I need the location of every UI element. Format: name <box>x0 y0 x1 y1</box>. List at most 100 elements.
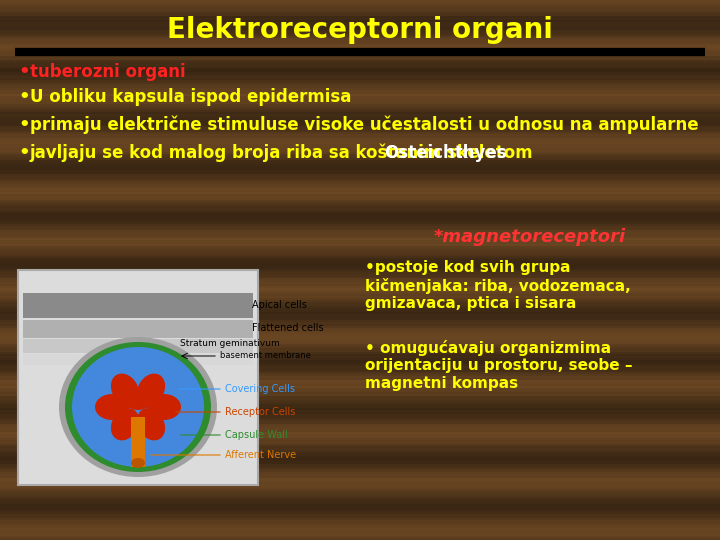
Ellipse shape <box>72 347 204 467</box>
Bar <box>0 462 720 464</box>
Bar <box>0 478 720 480</box>
Bar <box>0 182 720 184</box>
Text: Flattened cells: Flattened cells <box>252 323 323 333</box>
Bar <box>0 232 720 234</box>
Bar <box>0 118 720 120</box>
Bar <box>0 376 720 378</box>
Bar <box>0 158 720 160</box>
Bar <box>0 360 720 362</box>
Bar <box>0 56 720 58</box>
Bar <box>0 86 720 88</box>
Bar <box>0 410 720 412</box>
Bar <box>0 538 720 540</box>
Bar <box>23 320 253 338</box>
Bar <box>0 372 720 374</box>
Bar <box>0 192 720 194</box>
Bar <box>0 90 720 92</box>
Bar <box>0 172 720 174</box>
Bar <box>0 0 720 2</box>
Bar <box>0 414 720 416</box>
Bar <box>0 82 720 84</box>
Bar <box>0 520 720 522</box>
Bar <box>0 472 720 474</box>
Bar <box>0 44 720 46</box>
Bar <box>0 404 720 406</box>
Bar <box>131 417 145 467</box>
Bar <box>0 104 720 106</box>
Bar <box>0 380 720 382</box>
Bar <box>0 292 720 294</box>
Bar <box>0 534 720 536</box>
Bar <box>0 416 720 418</box>
Bar <box>0 442 720 444</box>
Bar <box>0 268 720 270</box>
Bar <box>0 210 720 212</box>
Text: primaju električne stimuluse visoke učestalosti u odnosu na ampularne: primaju električne stimuluse visoke učes… <box>30 116 698 134</box>
Bar <box>0 318 720 320</box>
Bar <box>0 40 720 42</box>
Bar <box>0 328 720 330</box>
Text: •: • <box>18 116 30 134</box>
Bar <box>0 22 720 24</box>
Bar <box>0 330 720 332</box>
Bar <box>0 72 720 74</box>
Bar <box>0 166 720 168</box>
Bar <box>0 500 720 502</box>
Bar <box>0 484 720 486</box>
Bar <box>0 326 720 328</box>
Bar <box>0 142 720 144</box>
Text: Osteichthyes: Osteichthyes <box>384 144 506 162</box>
Bar <box>0 476 720 478</box>
Bar <box>0 98 720 100</box>
Text: Covering Cells: Covering Cells <box>225 384 295 394</box>
Bar <box>0 444 720 446</box>
Text: Capsule Wall: Capsule Wall <box>225 430 288 440</box>
Bar <box>0 184 720 186</box>
Bar <box>0 482 720 484</box>
Bar <box>0 298 720 300</box>
Bar <box>0 336 720 338</box>
Bar <box>0 4 720 6</box>
Bar <box>0 34 720 36</box>
Bar <box>0 332 720 334</box>
Bar <box>0 194 720 196</box>
Text: basement membrane: basement membrane <box>220 352 311 361</box>
Ellipse shape <box>124 388 152 410</box>
Bar <box>0 522 720 524</box>
Bar <box>0 402 720 404</box>
Bar <box>0 246 720 248</box>
Bar <box>0 368 720 370</box>
Text: *magnetoreceptori: *magnetoreceptori <box>434 228 626 246</box>
Bar <box>0 524 720 526</box>
Bar <box>0 386 720 388</box>
Bar <box>0 122 720 124</box>
Text: javljaju se kod malog broja riba sa koštanim skeletom: javljaju se kod malog broja riba sa košt… <box>30 144 539 162</box>
Ellipse shape <box>59 337 217 477</box>
Bar <box>0 160 720 162</box>
Bar <box>0 224 720 226</box>
Bar <box>0 290 720 292</box>
Bar <box>0 48 720 50</box>
Bar <box>0 68 720 70</box>
Bar <box>0 468 720 470</box>
Bar <box>0 234 720 236</box>
Bar <box>0 430 720 432</box>
Ellipse shape <box>137 374 165 406</box>
Bar <box>0 150 720 152</box>
Bar <box>0 76 720 78</box>
Bar <box>0 374 720 376</box>
Bar <box>0 464 720 466</box>
Bar <box>0 382 720 384</box>
Bar <box>0 70 720 72</box>
Bar <box>0 494 720 496</box>
Bar <box>0 216 720 218</box>
Ellipse shape <box>65 342 211 472</box>
Bar <box>0 202 720 204</box>
Bar <box>0 28 720 30</box>
Bar <box>0 54 720 56</box>
Bar <box>0 112 720 114</box>
Bar <box>0 80 720 82</box>
Bar <box>0 358 720 360</box>
Bar <box>23 354 253 365</box>
Bar <box>0 14 720 16</box>
